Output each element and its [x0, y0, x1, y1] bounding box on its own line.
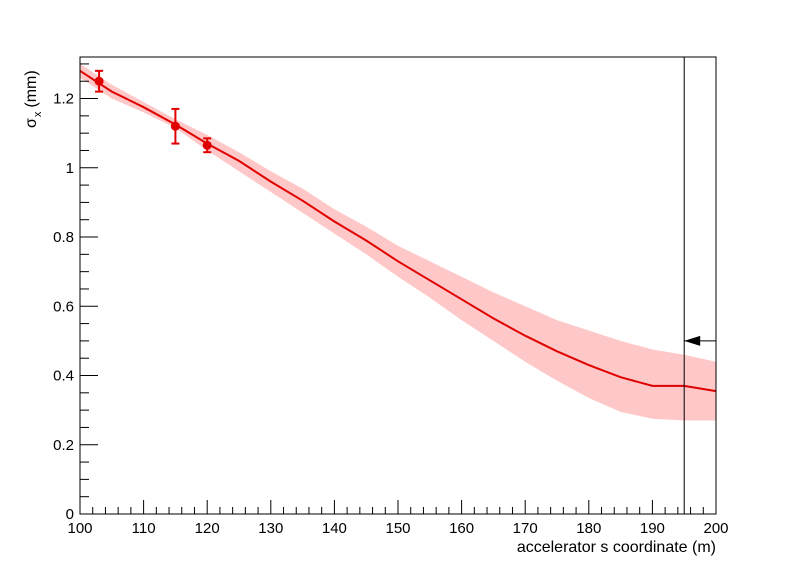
data-point — [202, 137, 212, 154]
y-tick-label: 1.2 — [53, 91, 74, 108]
data-point-marker — [94, 76, 104, 86]
x-axis-label: accelerator s coordinate (m) — [517, 539, 716, 556]
data-point — [170, 107, 180, 145]
y-tick-label: 0.6 — [53, 298, 74, 315]
x-tick-label: 150 — [385, 520, 410, 537]
y-axis-label-symbol: σ — [23, 118, 40, 128]
uncertainty-band — [80, 63, 716, 421]
x-tick-label: 160 — [449, 520, 474, 537]
x-tick-label: 180 — [576, 520, 601, 537]
data-point-marker — [202, 140, 212, 150]
x-tick-label: 130 — [258, 520, 283, 537]
y-axis-label-subscript: x — [32, 111, 44, 117]
y-axis-label: σx (mm) — [23, 70, 44, 128]
x-tick-label: 140 — [322, 520, 347, 537]
x-tick-label: 120 — [195, 520, 220, 537]
x-tick-label: 110 — [132, 520, 156, 537]
x-tick-label: 190 — [640, 520, 665, 537]
plot-area — [79, 57, 717, 514]
y-tick-label: 0.4 — [53, 368, 74, 385]
fit-line — [79, 69, 717, 393]
data-point-marker — [170, 121, 180, 131]
axes: 100 110 120 130 140 150 160 170 180 190 200 0 0.2 0.4… — [53, 63, 729, 537]
y-tick-label: 0.8 — [53, 229, 74, 246]
x-tick-label: 200 — [703, 520, 728, 537]
y-tick-label: 0.2 — [53, 437, 74, 454]
x-tick-label: 170 — [513, 520, 538, 537]
y-tick-label: 0 — [66, 506, 74, 523]
data-point — [94, 69, 104, 93]
arrow-marker-head — [684, 335, 701, 346]
arrow-marker — [684, 335, 716, 346]
x-tick-label: 100 — [67, 520, 92, 537]
y-axis-label-unit: (mm) — [23, 70, 40, 107]
y-tick-label: 1 — [66, 160, 74, 177]
